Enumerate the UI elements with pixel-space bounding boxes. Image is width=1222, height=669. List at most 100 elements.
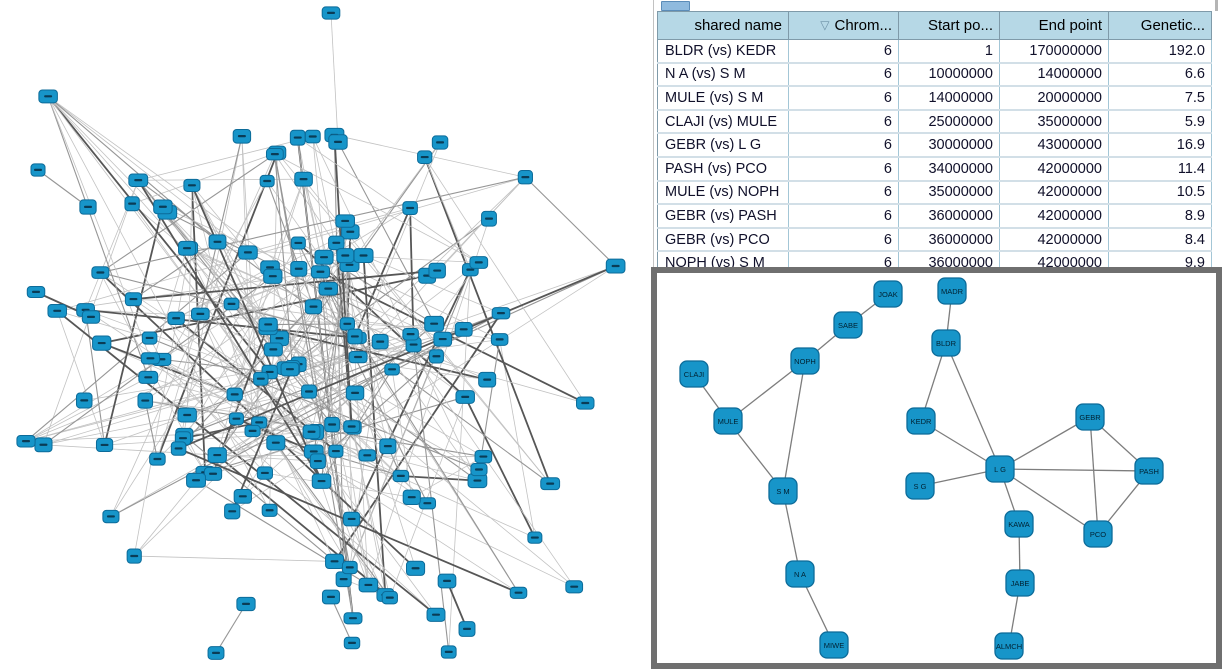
network-node[interactable] — [713, 407, 743, 435]
table-cell[interactable]: 10000000 — [898, 62, 1000, 88]
table-row[interactable]: PASH (vs) PCO 6 34000000 42000000 11.4 — [657, 156, 1212, 182]
table-cell[interactable]: 192.0 — [1108, 39, 1212, 64]
table-cell[interactable]: 5.9 — [1108, 109, 1212, 135]
column-header-start-position[interactable]: Start po... — [898, 11, 1000, 40]
column-header-end-point[interactable]: End point — [999, 11, 1109, 40]
table-cell[interactable]: 42000000 — [999, 227, 1109, 253]
network-node[interactable] — [679, 360, 709, 388]
network-node[interactable] — [1004, 510, 1034, 538]
network-node[interactable] — [1005, 569, 1035, 597]
table-cell[interactable]: 34000000 — [898, 156, 1000, 182]
table-cell[interactable]: 14000000 — [999, 62, 1109, 88]
table-cell[interactable]: 6 — [788, 86, 899, 111]
table-cell[interactable]: CLAJI (vs) MULE — [657, 109, 789, 135]
table-cell[interactable]: 6.6 — [1108, 62, 1212, 88]
network-edge[interactable] — [782, 360, 806, 492]
table-cell[interactable]: 35000000 — [898, 180, 1000, 206]
table-row[interactable]: N A (vs) S M 6 10000000 14000000 6.6 — [657, 62, 1212, 88]
table-cell[interactable]: 10.5 — [1108, 180, 1212, 206]
column-header-genetic[interactable]: Genetic... — [1108, 11, 1212, 40]
table-cell[interactable]: 1 — [898, 39, 1000, 64]
network-node[interactable] — [790, 347, 820, 375]
network-node[interactable] — [833, 311, 863, 339]
network-node[interactable] — [768, 477, 798, 505]
subnetwork-canvas[interactable]: JOAK MADR SABE BLDR NOPH CLAJI MULE KEDR GEBR L G… — [657, 273, 1216, 663]
network-node[interactable] — [994, 632, 1024, 660]
table-cell[interactable]: 43000000 — [999, 133, 1109, 158]
table-cell[interactable]: MULE (vs) NOPH — [657, 180, 789, 206]
table-cell[interactable]: 42000000 — [999, 156, 1109, 182]
table-cell[interactable]: 8.4 — [1108, 227, 1212, 253]
column-header-shared-name[interactable]: shared name — [657, 11, 789, 40]
table-cell[interactable]: 6 — [788, 133, 899, 158]
table-cell[interactable]: 6 — [788, 156, 899, 182]
scrollbar-thumb[interactable] — [661, 1, 690, 11]
node-label — [209, 472, 218, 475]
table-row[interactable]: GEBR (vs) PASH 6 36000000 42000000 8.9 — [657, 204, 1212, 229]
table-cell[interactable]: 16.9 — [1108, 133, 1212, 158]
node-label: N A — [794, 570, 806, 579]
table-cell[interactable]: BLDR (vs) KEDR — [657, 39, 789, 64]
network-edge[interactable] — [1089, 416, 1099, 535]
table-cell[interactable]: 35000000 — [999, 109, 1109, 135]
table-cell[interactable]: 170000000 — [999, 39, 1109, 64]
table-cell[interactable]: 42000000 — [999, 204, 1109, 229]
table-row[interactable]: MULE (vs) NOPH 6 35000000 42000000 10.5 — [657, 180, 1212, 206]
node-label — [345, 566, 354, 569]
network-node[interactable] — [985, 455, 1015, 483]
table-row[interactable]: GEBR (vs) PCO 6 36000000 42000000 8.4 — [657, 227, 1212, 253]
network-node[interactable] — [819, 631, 849, 659]
table-row[interactable]: MULE (vs) S M 6 14000000 20000000 7.5 — [657, 86, 1212, 111]
network-edge — [320, 271, 416, 569]
table-cell[interactable]: 25000000 — [898, 109, 1000, 135]
network-edge — [350, 269, 472, 520]
table-cell[interactable]: 14000000 — [898, 86, 1000, 111]
table-cell[interactable]: N A (vs) S M — [657, 62, 789, 88]
network-edge[interactable] — [999, 468, 1150, 472]
hairball-network-canvas[interactable] — [0, 0, 653, 669]
network-edge[interactable] — [999, 416, 1091, 470]
table-cell[interactable]: GEBR (vs) PCO — [657, 227, 789, 253]
subnetwork-view-panel[interactable]: JOAK MADR SABE BLDR NOPH CLAJI MULE KEDR GEBR L G… — [651, 267, 1222, 669]
table-cell[interactable]: 6 — [788, 204, 899, 229]
network-node[interactable] — [937, 277, 967, 305]
network-node[interactable] — [931, 329, 961, 357]
table-cell[interactable]: 30000000 — [898, 133, 1000, 158]
table-cell[interactable]: 6 — [788, 109, 899, 135]
table-row[interactable]: CLAJI (vs) MULE 6 25000000 35000000 5.9 — [657, 109, 1212, 135]
network-node[interactable] — [1083, 520, 1113, 548]
node-label — [530, 536, 539, 539]
table-cell[interactable]: 7.5 — [1108, 86, 1212, 111]
table-cell[interactable]: 42000000 — [999, 180, 1109, 206]
table-cell[interactable]: 36000000 — [898, 227, 1000, 253]
table-cell[interactable]: 36000000 — [898, 204, 1000, 229]
table-cell[interactable]: MULE (vs) S M — [657, 86, 789, 111]
table-cell[interactable]: 11.4 — [1108, 156, 1212, 182]
table-cell[interactable]: 6 — [788, 180, 899, 206]
column-header-chromosome[interactable]: ▽ Chrom... — [788, 11, 899, 40]
network-edge[interactable] — [999, 468, 1099, 535]
network-node[interactable] — [1075, 403, 1105, 431]
table-horizontal-scrollbar[interactable] — [656, 0, 1222, 11]
table-cell[interactable]: PASH (vs) PCO — [657, 156, 789, 182]
table-row[interactable]: BLDR (vs) KEDR 6 1 170000000 192.0 — [657, 39, 1212, 64]
table-cell[interactable]: 6 — [788, 39, 899, 64]
table-cell[interactable]: GEBR (vs) L G — [657, 133, 789, 158]
main-network-view-panel[interactable] — [0, 0, 653, 669]
table-cell[interactable]: 6 — [788, 62, 899, 88]
table-cell[interactable]: GEBR (vs) PASH — [657, 204, 789, 229]
table-row[interactable]: GEBR (vs) L G 6 30000000 43000000 16.9 — [657, 133, 1212, 158]
network-node[interactable] — [873, 280, 903, 308]
table-cell[interactable]: 20000000 — [999, 86, 1109, 111]
table-cell[interactable]: 6 — [788, 227, 899, 253]
network-edge[interactable] — [945, 342, 1001, 470]
network-node[interactable] — [905, 472, 935, 500]
network-node[interactable] — [785, 560, 815, 588]
network-node[interactable] — [906, 407, 936, 435]
network-edge[interactable] — [782, 490, 801, 575]
network-edge — [57, 310, 150, 339]
node-label — [32, 290, 40, 293]
network-edge — [275, 442, 391, 599]
table-cell[interactable]: 8.9 — [1108, 204, 1212, 229]
network-node[interactable] — [1134, 457, 1164, 485]
